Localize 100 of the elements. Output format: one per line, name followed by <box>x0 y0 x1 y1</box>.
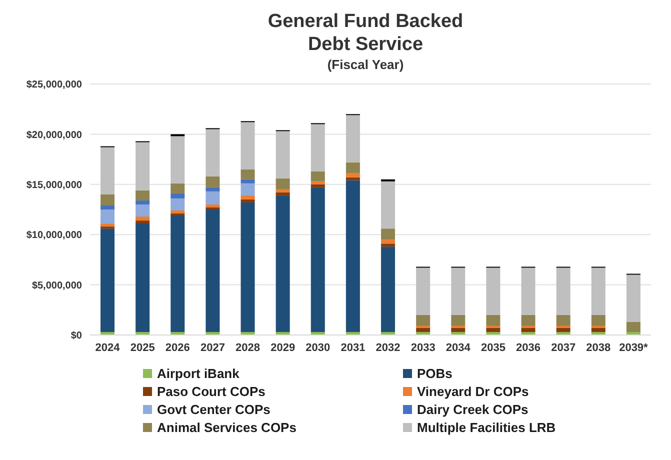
bar <box>100 224 115 227</box>
legend-label: Animal Services COPs <box>157 420 296 435</box>
bar <box>451 314 466 326</box>
bar <box>136 142 150 190</box>
x-tick-label: 2026 <box>165 342 190 354</box>
bar <box>521 268 536 315</box>
x-tick-label: 2033 <box>410 342 436 354</box>
bar <box>486 314 500 326</box>
legend-label: Vineyard Dr COPs <box>417 384 529 399</box>
bar <box>310 184 325 188</box>
bar <box>276 131 290 178</box>
bar <box>310 171 325 182</box>
legend-label: Multiple Facilities LRB <box>417 420 556 435</box>
legend-label: Paso Court COPs <box>157 384 266 399</box>
bar <box>136 216 150 221</box>
legend-label: Govt Center COPs <box>157 402 270 417</box>
bar <box>170 136 185 184</box>
bar <box>486 268 500 315</box>
bar <box>486 328 500 332</box>
chart-title: General Fund Backed Debt Service <box>266 10 464 56</box>
bar <box>136 224 150 332</box>
x-tick-label: 2029 <box>270 342 296 354</box>
bar <box>626 322 640 332</box>
bar <box>276 195 290 332</box>
bar <box>556 268 570 315</box>
x-tick-label: 2038 <box>586 342 611 354</box>
legend-label: POBs <box>417 366 452 381</box>
bar <box>451 268 466 315</box>
x-tick-label: 2031 <box>340 342 366 354</box>
bar <box>381 181 396 229</box>
bar <box>170 198 185 211</box>
bar <box>136 220 150 224</box>
x-tick-label: 2027 <box>200 342 225 354</box>
bar <box>100 194 115 206</box>
bar <box>521 314 536 326</box>
bar <box>276 192 290 196</box>
bar <box>276 178 290 190</box>
y-tick-label: $20,000,000 <box>26 130 82 141</box>
bar <box>240 169 255 180</box>
bar <box>100 210 115 224</box>
bar <box>100 147 115 194</box>
bar <box>346 177 360 180</box>
legend-label: Dairy Creek COPs <box>417 402 528 417</box>
bar <box>170 183 185 194</box>
y-tick-label: $25,000,000 <box>26 80 82 91</box>
bar <box>170 193 185 198</box>
x-tick-label: 2030 <box>306 342 330 354</box>
bar <box>240 202 255 332</box>
bar <box>381 240 396 244</box>
x-tick-label: 2034 <box>446 342 472 354</box>
bar <box>206 210 220 332</box>
bar <box>346 180 360 332</box>
bar <box>451 328 466 332</box>
x-tick-label: 2024 <box>95 342 121 354</box>
bar <box>206 204 220 208</box>
bar <box>626 274 640 322</box>
x-tick-label: 2025 <box>130 342 155 354</box>
bar <box>206 129 220 176</box>
bar <box>136 200 150 204</box>
bar <box>170 210 185 214</box>
bar <box>206 187 220 192</box>
bar <box>100 228 115 332</box>
y-tick-label: $15,000,000 <box>26 180 82 191</box>
bar <box>170 216 185 332</box>
bar <box>521 328 536 332</box>
bar <box>591 268 606 315</box>
bar <box>206 191 220 204</box>
bar <box>310 124 325 172</box>
bar <box>310 181 325 184</box>
bar <box>381 244 396 247</box>
bar <box>240 179 255 184</box>
x-tick-label: 2037 <box>551 342 576 354</box>
x-tick-label: 2036 <box>516 342 541 354</box>
x-tick-label: 2032 <box>376 342 400 354</box>
bar <box>240 122 255 170</box>
y-tick-label: $10,000,000 <box>26 230 82 242</box>
x-tick-label: 2035 <box>480 342 506 354</box>
bar <box>136 190 150 200</box>
bar <box>276 189 290 192</box>
bar <box>240 183 255 196</box>
legend-label: Airport iBank <box>157 366 240 381</box>
bar <box>240 195 255 200</box>
bar <box>346 173 360 178</box>
bar <box>591 314 606 326</box>
bar <box>346 162 360 174</box>
bar <box>556 328 570 332</box>
bar <box>310 187 325 332</box>
bar <box>416 328 430 332</box>
bar <box>100 205 115 210</box>
bar <box>206 176 220 188</box>
bar <box>416 314 430 326</box>
bar <box>381 246 396 332</box>
x-tick-label: 2039* <box>619 342 649 354</box>
chart-subtitle: (Fiscal Year) <box>326 56 405 74</box>
bar <box>346 115 360 162</box>
y-tick-label: $0 <box>70 330 82 342</box>
bar <box>416 268 430 315</box>
bar <box>556 314 570 326</box>
x-tick-label: 2028 <box>236 342 260 354</box>
bar <box>136 204 150 217</box>
